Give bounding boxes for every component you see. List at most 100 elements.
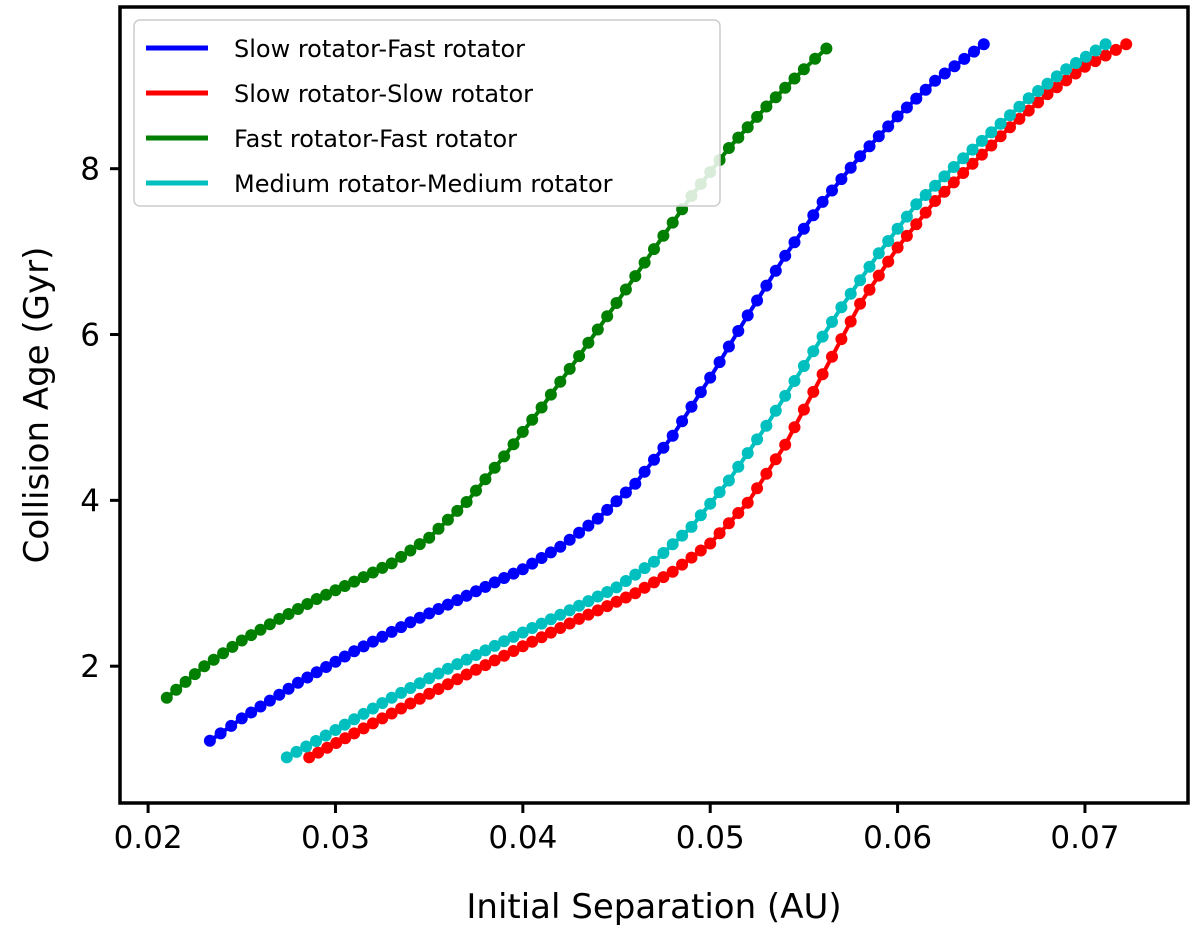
data-point — [507, 630, 520, 643]
data-point — [563, 604, 576, 617]
data-point — [273, 688, 286, 701]
data-point — [751, 433, 764, 446]
x-tick-label: 0.05 — [676, 820, 745, 856]
data-point — [882, 255, 895, 268]
x-axis: 0.02 0.03 0.04 0.05 0.06 0.07 — [114, 803, 1119, 856]
data-point — [376, 630, 389, 643]
data-point — [348, 713, 361, 726]
data-point — [704, 537, 717, 550]
data-point — [741, 447, 754, 460]
data-point — [957, 152, 970, 165]
data-point — [1013, 112, 1026, 125]
x-tick-label: 0.06 — [863, 820, 932, 856]
data-point — [413, 538, 426, 551]
data-point — [958, 52, 971, 65]
legend: Slow rotator-Fast rotator Slow rotator-Sl… — [133, 19, 721, 207]
data-point — [591, 604, 604, 617]
data-point — [835, 301, 848, 314]
data-point — [694, 386, 707, 399]
data-point — [329, 655, 342, 668]
data-point — [938, 185, 951, 198]
data-point — [544, 546, 557, 559]
data-point — [900, 210, 913, 223]
data-point — [535, 401, 548, 414]
data-point — [704, 497, 717, 510]
data-point — [573, 599, 586, 612]
data-point — [441, 678, 454, 691]
data-point — [214, 727, 227, 740]
y-tick-label: 8 — [80, 152, 100, 188]
data-point — [591, 323, 604, 336]
data-point — [929, 195, 942, 207]
legend-label: Slow rotator-Slow rotator — [234, 80, 533, 108]
data-point — [535, 617, 548, 630]
data-point — [629, 477, 642, 490]
data-point — [451, 673, 464, 686]
data-point — [807, 209, 820, 222]
data-point — [280, 751, 293, 764]
data-point — [619, 486, 632, 499]
data-point — [404, 682, 417, 694]
data-point — [207, 653, 220, 666]
data-point — [610, 595, 623, 608]
data-point — [563, 362, 576, 375]
data-point — [273, 612, 286, 625]
data-point — [966, 143, 979, 156]
data-point — [188, 668, 201, 681]
data-point — [395, 550, 408, 563]
data-point — [226, 640, 239, 653]
data-point — [451, 594, 464, 607]
data-point — [470, 649, 482, 661]
data-point — [760, 467, 773, 480]
legend-label: Slow rotator-Fast rotator — [234, 35, 525, 63]
data-point — [1032, 85, 1045, 97]
data-point — [760, 279, 773, 292]
data-point — [479, 659, 492, 672]
data-point — [441, 598, 454, 611]
data-point — [516, 640, 529, 653]
data-point — [470, 585, 482, 598]
data-point — [338, 718, 351, 731]
data-point — [779, 438, 792, 451]
data-point — [769, 264, 782, 277]
data-point — [891, 222, 904, 235]
data-point — [844, 287, 857, 300]
x-axis-label: Initial Separation (AU) — [466, 887, 841, 927]
data-point — [648, 453, 660, 466]
data-point — [357, 707, 370, 720]
data-point — [591, 590, 604, 603]
data-point — [573, 526, 586, 539]
data-point — [479, 473, 492, 486]
data-point — [1032, 96, 1045, 109]
data-point — [321, 741, 334, 754]
data-point — [526, 413, 539, 426]
data-point — [460, 589, 473, 602]
data-point — [610, 297, 623, 309]
data-point — [507, 438, 520, 451]
data-point — [366, 566, 379, 579]
data-point — [797, 63, 810, 76]
data-point — [882, 120, 895, 133]
data-point — [245, 629, 258, 642]
data-point — [460, 653, 473, 666]
data-point — [488, 461, 501, 474]
data-point — [507, 567, 520, 580]
data-point — [685, 520, 698, 533]
data-point — [330, 737, 343, 749]
data-point — [968, 45, 980, 58]
data-point — [610, 581, 623, 594]
data-point — [357, 722, 370, 735]
data-point — [395, 702, 408, 715]
data-point — [282, 682, 295, 695]
data-point — [666, 538, 679, 551]
series-0 — [203, 38, 990, 747]
data-point — [460, 668, 473, 681]
data-point — [338, 580, 351, 592]
data-point — [760, 100, 773, 113]
data-point — [263, 618, 276, 631]
data-point — [619, 283, 632, 296]
data-point — [225, 719, 238, 732]
data-point — [376, 697, 389, 710]
data-point — [601, 503, 614, 516]
data-point — [516, 425, 529, 438]
